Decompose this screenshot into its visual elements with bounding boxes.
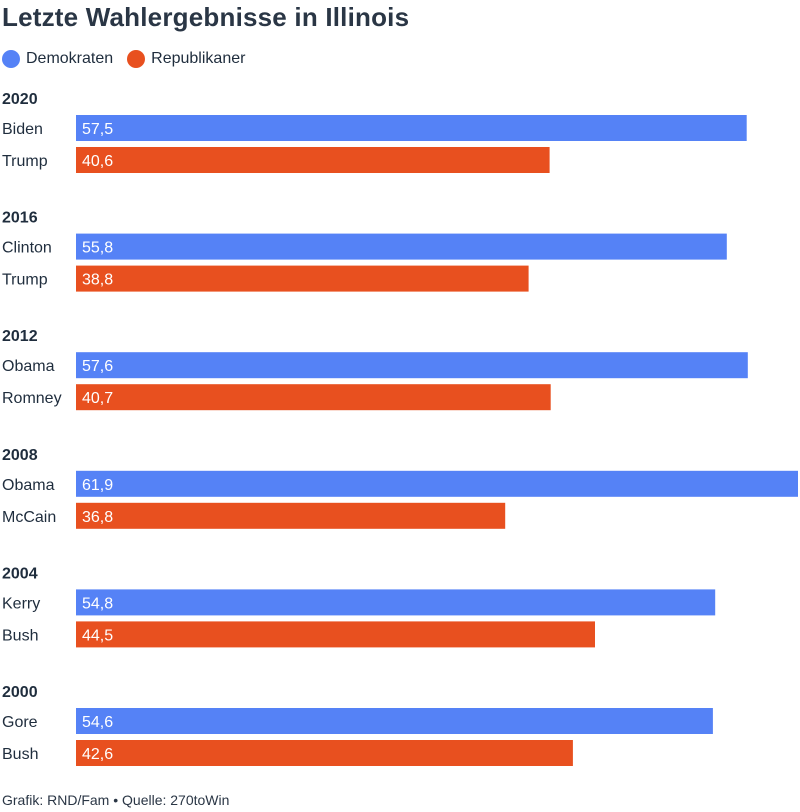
candidate-label-2020-trump: Trump (2, 153, 48, 170)
value-label-2020-trump: 40,6 (82, 153, 113, 170)
legend-label-demokraten: Demokraten (26, 50, 114, 67)
year-label-2016: 2016 (2, 210, 38, 227)
value-label-2020-biden: 57,5 (82, 121, 113, 138)
bar-2020-trump (76, 147, 550, 173)
value-label-2016-trump: 38,8 (82, 272, 113, 289)
value-label-2000-gore: 54,6 (82, 714, 113, 731)
value-label-2016-clinton: 55,8 (82, 240, 113, 257)
legend-item-demokraten: Demokraten (2, 50, 113, 68)
footer-credit: Grafik: RND/Fam • Quelle: 270toWin (2, 792, 230, 808)
candidate-label-2012-romney: Romney (2, 390, 62, 407)
value-label-2008-obama: 61,9 (82, 477, 113, 494)
bar-2004-bush (76, 621, 595, 648)
bar-2016-trump (76, 265, 529, 292)
legend-label-republikaner: Republikaner (151, 50, 246, 67)
candidate-label-2008-obama: Obama (2, 477, 55, 494)
value-label-2012-obama: 57,6 (82, 358, 113, 375)
bar-2012-obama (76, 352, 748, 379)
bar-2016-clinton (76, 233, 727, 260)
candidate-label-2000-gore: Gore (2, 714, 38, 731)
candidate-label-2004-bush: Bush (2, 627, 38, 644)
candidate-label-2008-mccain: McCain (2, 509, 56, 526)
year-label-2004: 2004 (2, 565, 38, 582)
candidate-label-2012-obama: Obama (2, 358, 55, 375)
bar-2020-biden (76, 115, 747, 141)
candidate-label-2016-clinton: Clinton (2, 240, 52, 257)
year-label-2012: 2012 (2, 328, 38, 345)
candidate-label-2016-trump: Trump (2, 272, 48, 289)
bar-2004-kerry (76, 589, 716, 616)
legend: Demokraten Republikaner (2, 50, 259, 68)
year-label-2000: 2000 (2, 684, 38, 701)
legend-item-republikaner: Republikaner (127, 50, 245, 68)
chart-title: Letzte Wahlergebnisse in Illinois (2, 2, 410, 32)
value-label-2000-bush: 42,6 (82, 746, 113, 763)
bar-2000-bush (76, 740, 573, 766)
candidate-label-2004-kerry: Kerry (2, 595, 40, 612)
value-label-2004-bush: 44,5 (82, 627, 113, 644)
legend-dot-demokraten-icon (2, 50, 20, 68)
candidate-label-2000-bush: Bush (2, 746, 38, 763)
bar-2008-mccain (76, 502, 506, 529)
bar-2012-romney (76, 384, 551, 411)
legend-dot-republikaner-icon (127, 50, 146, 68)
year-label-2020: 2020 (2, 91, 38, 108)
value-label-2004-kerry: 54,8 (82, 595, 113, 612)
value-label-2012-romney: 40,7 (82, 390, 113, 407)
bar-2008-obama (76, 470, 798, 497)
value-label-2008-mccain: 36,8 (82, 509, 113, 526)
bar-chart: 2020 Biden 57,5 Trump 40,6 2016 Clinton 55,8 Tru… (2, 91, 798, 766)
candidate-label-2020-biden: Biden (2, 121, 43, 138)
year-label-2008: 2008 (2, 447, 38, 464)
bar-2000-gore (76, 708, 713, 734)
